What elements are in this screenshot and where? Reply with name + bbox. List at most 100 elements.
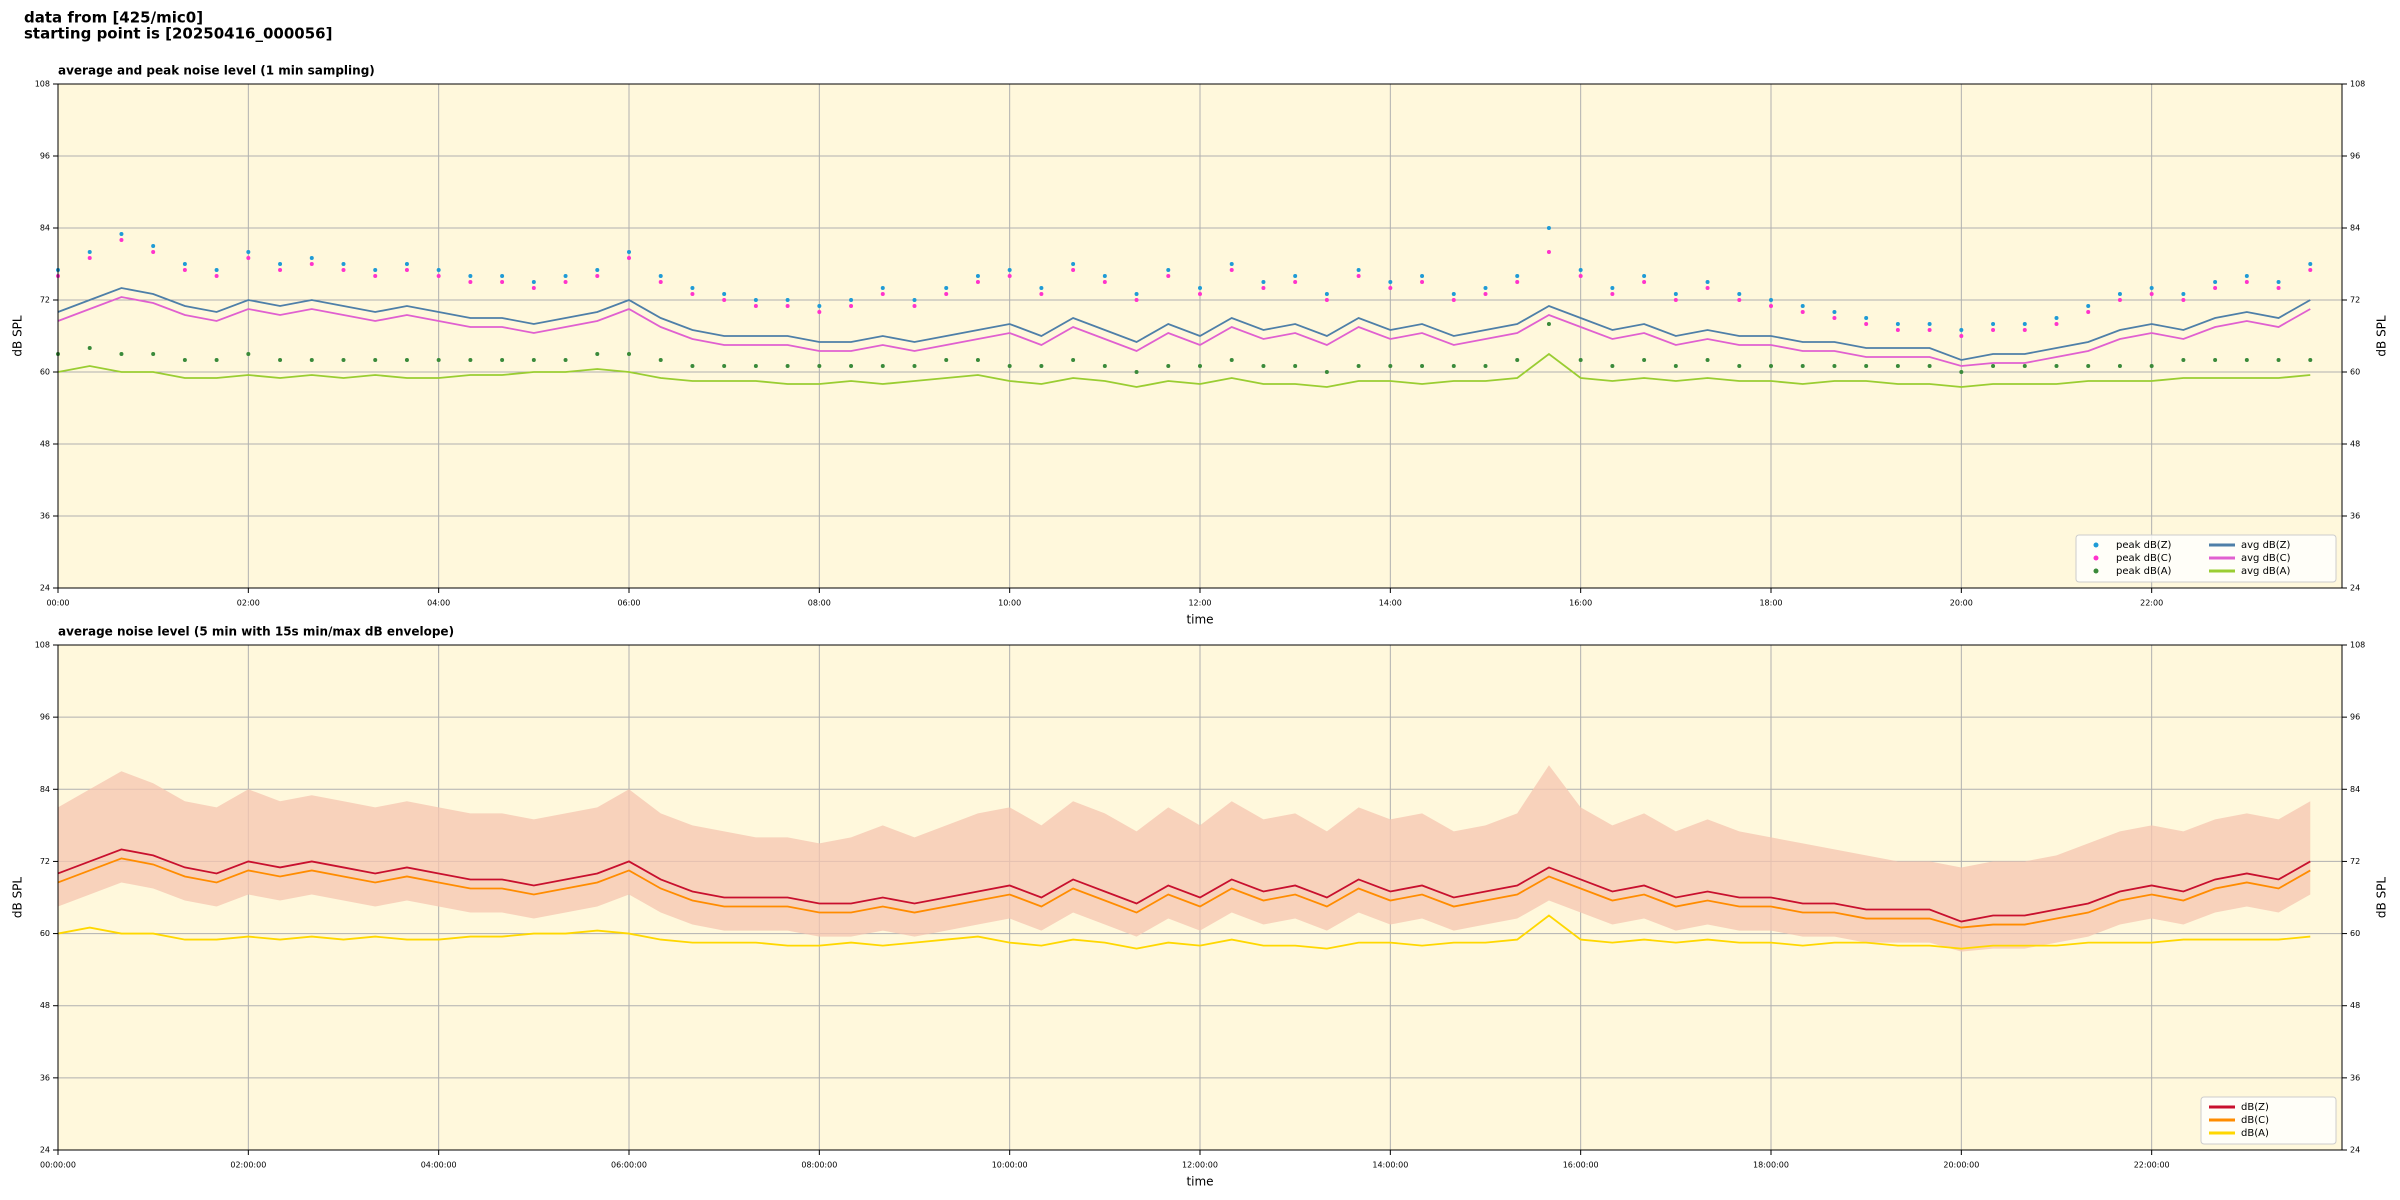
peak-point [722, 292, 727, 296]
peak-point [975, 358, 980, 362]
peak-point [1166, 274, 1171, 278]
peak-point [2181, 298, 2186, 302]
peak-point [373, 274, 378, 278]
x-tick-label: 06:00 [617, 599, 640, 608]
peak-point [2276, 286, 2281, 290]
x-tick-label: 12:00 [1188, 599, 1211, 608]
series-line [57, 857, 2311, 929]
legend-label: peak dB(A) [2116, 566, 2172, 577]
peak-point [2054, 322, 2059, 326]
peak-point [1102, 364, 1107, 368]
peak-point [214, 274, 219, 278]
peak-point [1198, 286, 1202, 290]
plot-frame [57, 644, 2343, 1151]
peak-point [1324, 298, 1329, 302]
peak-point [246, 256, 251, 260]
peak-point [2086, 304, 2091, 308]
peak-point [2276, 280, 2281, 284]
peak-point [2054, 364, 2059, 368]
peak-point [849, 298, 854, 302]
y-tick-label: 108 [35, 641, 50, 650]
peak-point [1388, 280, 1393, 284]
peak-point [182, 268, 187, 272]
peak-point [500, 274, 505, 278]
peak-point [563, 358, 568, 362]
series-line [57, 287, 2311, 361]
peak-point [944, 286, 949, 290]
peak-point [1642, 274, 1647, 278]
peak-point [785, 304, 790, 308]
y-tick-label: 48 [40, 440, 50, 449]
legend: dB(Z) dB(C) dB(A) [2200, 1096, 2337, 1145]
peak-point [1420, 364, 1425, 368]
peak-point [1451, 298, 1456, 302]
peak-point [817, 364, 822, 368]
y2-axis-label: dB SPL [2375, 315, 2389, 357]
y2-tick-label: 48 [2350, 440, 2360, 449]
y-tick-label: 24 [40, 1146, 50, 1155]
legend-marker [2093, 555, 2099, 561]
peak-point [1293, 274, 1298, 278]
peak-point [1895, 328, 1900, 332]
peak-point [1800, 304, 1805, 308]
chart-title: average noise level (5 min with 15s min/… [58, 625, 454, 639]
peak-point [531, 280, 536, 284]
peak-point [658, 274, 663, 278]
peak-point [944, 292, 949, 296]
y-axis-label: dB SPL [11, 315, 25, 357]
x-tick-label: 12:00:00 [1182, 1161, 1218, 1170]
x-tick-label: 22:00 [2140, 599, 2163, 608]
peak-point [880, 364, 885, 368]
y-tick-label: 36 [40, 1073, 50, 1082]
y2-tick-label: 108 [2350, 80, 2365, 89]
y-tick-label: 108 [35, 80, 50, 89]
peak-point [690, 364, 695, 368]
peak-point [1324, 370, 1329, 374]
peak-point [1198, 364, 1202, 368]
peak-point [1166, 364, 1171, 368]
peak-point [1071, 268, 1076, 272]
y2-tick-label: 72 [2350, 857, 2360, 866]
peak-point [151, 244, 156, 248]
peak-point [1673, 298, 1678, 302]
peak-point [1737, 364, 1742, 368]
y2-tick-label: 72 [2350, 296, 2360, 305]
y-tick-label: 84 [40, 785, 50, 794]
peak-point [1388, 286, 1393, 290]
envelope-area [58, 765, 2311, 952]
y-tick-label: 36 [40, 512, 50, 521]
peak-point [2117, 298, 2122, 302]
peak-point [341, 268, 346, 272]
peak-point [1610, 364, 1615, 368]
peak-point [1927, 364, 1932, 368]
peak-point [87, 346, 92, 350]
peak-point [278, 262, 283, 266]
peak-point [2149, 364, 2154, 368]
peak-point [1483, 364, 1488, 368]
y-tick-label: 96 [40, 713, 50, 722]
peak-point [1959, 334, 1964, 338]
peak-point [1673, 292, 1678, 296]
peak-point [753, 304, 758, 308]
peak-point [1832, 316, 1837, 320]
peak-point [2181, 292, 2186, 296]
x-tick-label: 16:00:00 [1563, 1161, 1599, 1170]
peak-point [722, 364, 727, 368]
x-tick-label: 10:00:00 [992, 1161, 1028, 1170]
peak-point [627, 256, 631, 260]
peak-point [1102, 280, 1107, 284]
peak-point [1991, 322, 1996, 326]
peak-point [2308, 358, 2313, 362]
peak-point [404, 358, 409, 362]
x-tick-label: 18:00:00 [1753, 1161, 1789, 1170]
peak-point [436, 268, 441, 272]
peak-point [1356, 268, 1361, 272]
peak-point [658, 280, 663, 284]
peak-point [1991, 328, 1996, 332]
peak-point [1134, 298, 1139, 302]
peak-point [1610, 286, 1615, 290]
y-tick-label: 60 [40, 368, 50, 377]
peak-point [1483, 286, 1488, 290]
legend-marker [2093, 542, 2099, 548]
peak-point [1039, 286, 1044, 290]
